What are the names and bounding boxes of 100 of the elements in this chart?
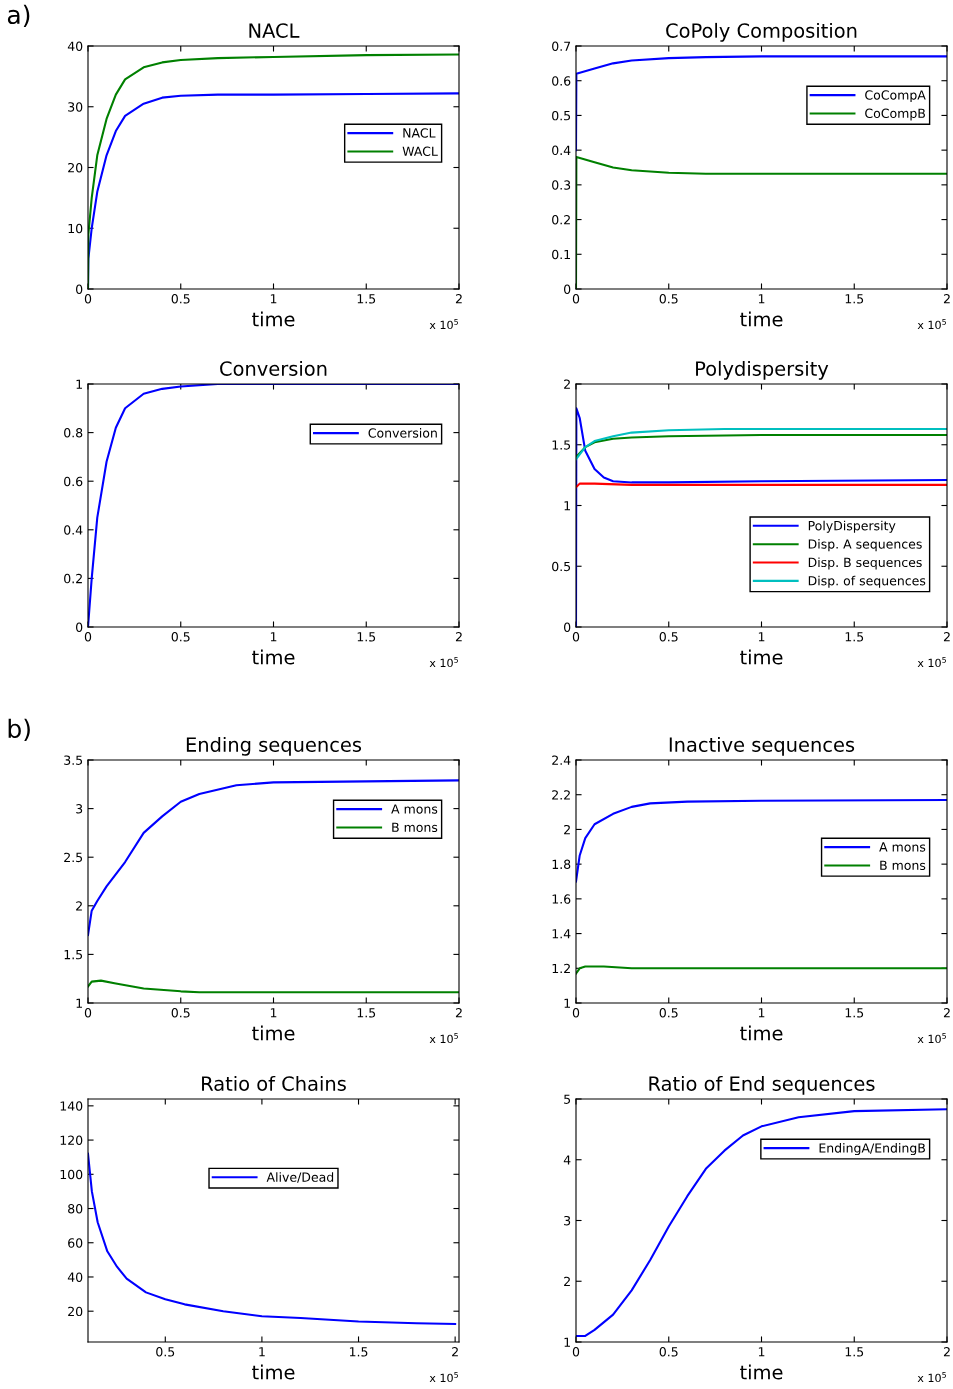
y-tick-label: 0.5 [552,561,571,572]
y-tick-label: 2 [564,379,570,389]
text: x 10$^{5}$ [429,1372,458,1383]
legend-label: EndingA/EndingB [819,1143,925,1156]
chart-title: Ratio of End sequences [649,1075,875,1095]
x-tick-label: 2 [455,294,462,304]
line-series [576,433,947,458]
text: a) [7,4,30,28]
y-tick-label: 1.5 [64,950,83,960]
x-axis-title: time [740,311,783,327]
y-tick-label: 3 [564,1215,571,1226]
y-tick-label: 120 [60,1135,83,1145]
x-tick-label: 2 [452,1347,458,1357]
y-tick-label: 40 [67,1272,83,1282]
text: b) [8,718,30,742]
chart-title: NACL [249,23,300,38]
chart-title: Ratio of Chains [202,1075,346,1091]
x-tick-label: 1 [270,294,277,304]
y-tick-label: 20 [68,1306,83,1317]
y-tick-label: 1 [76,379,82,389]
y-tick-label: 0 [564,284,571,294]
text: x 10$^{5}$ [917,1033,946,1044]
x-tick-label: 1 [758,294,765,304]
y-tick-label: 40 [67,41,83,51]
y-tick-label: 100 [60,1169,83,1180]
x-axis-title: time [740,649,783,665]
legend-label: Disp. of sequences [808,575,926,588]
x-tick-label: 0.5 [659,632,678,642]
chart-title: Inactive sequences [669,736,855,756]
x-tick-label: 0.5 [171,1008,190,1018]
legend-label: CoCompA [865,90,926,103]
y-tick-label: 2 [564,824,570,835]
chart-title: Conversion [220,360,327,376]
legend-label: WACL [402,146,438,156]
x-tick-label: 1.5 [357,294,376,304]
x-axis-title: time [740,1025,783,1041]
legend-label: B mons [392,822,438,833]
chart-title: Polydispersity [696,360,829,380]
text: x 10$^{5}$ [429,1033,458,1044]
x-tick-label: 0 [572,294,580,304]
y-tick-label: 1.4 [552,929,571,939]
x-tick-label: 0.5 [171,632,190,642]
chart-title: Ending sequences [186,736,362,756]
y-tick-label: 3.5 [64,755,83,765]
x-tick-label: 1 [259,1347,265,1357]
y-tick-label: 5 [564,1094,571,1104]
x-tick-label: 1.5 [845,632,864,642]
y-tick-label: 1 [564,501,570,511]
x-tick-label: 1.5 [845,294,864,304]
x-axis-title: time [252,649,295,665]
x-tick-label: 0 [84,632,92,642]
y-tick-label: 1 [564,998,570,1008]
y-tick-label: 1.5 [552,440,571,450]
x-tick-label: 1.5 [357,1008,376,1018]
y-tick-label: 0.1 [552,249,570,260]
y-tick-label: 140 [60,1101,83,1111]
y-tick-label: 1.8 [552,859,571,870]
x-tick-label: 0.5 [156,1347,175,1357]
legend-label: A mons [879,842,926,852]
legend-label: Alive/Dead [266,1172,334,1183]
y-tick-label: 80 [68,1203,83,1214]
y-tick-label: 2 [76,901,82,911]
y-tick-label: 2.2 [552,790,570,800]
x-tick-label: 0.5 [659,1347,678,1357]
x-tick-label: 1 [758,632,765,642]
x-tick-label: 2 [943,632,950,642]
text: x 10$^{5}$ [917,1372,946,1383]
x-axis-title: time [252,1025,295,1041]
legend-label: PolyDispersity [808,520,896,533]
y-tick-label: 3 [76,804,83,814]
x-tick-label: 2 [455,1008,462,1018]
x-tick-label: 0 [572,1347,580,1357]
x-tick-label: 0 [572,632,580,642]
x-axis-title: time [740,1364,783,1380]
x-tick-label: 2 [455,632,462,642]
y-tick-label: 0.3 [552,180,571,190]
y-tick-label: 30 [68,102,83,112]
x-axis-title: time [252,1364,295,1380]
x-tick-label: 0.5 [659,294,678,304]
y-tick-label: 0.4 [552,145,571,156]
y-tick-label: 0.2 [552,215,570,225]
x-tick-label: 1.5 [357,632,376,642]
x-tick-label: 0.5 [659,1008,678,1018]
legend-label: A mons [391,804,438,814]
y-tick-label: 60 [68,1238,83,1248]
y-tick-label: 1 [76,998,82,1008]
y-tick-label: 2.5 [64,852,83,863]
y-tick-label: 4 [563,1155,571,1165]
y-tick-label: 1.6 [552,894,571,904]
legend-label: B mons [880,860,926,870]
y-tick-label: 0 [76,622,83,632]
legend-label: Conversion [368,428,437,438]
text: x 10$^{5}$ [917,657,946,668]
text: x 10$^{5}$ [429,319,458,330]
y-tick-label: 1 [564,1337,570,1347]
y-tick-label: 0.6 [64,476,83,487]
x-tick-label: 0.5 [171,294,190,304]
x-tick-label: 1 [270,632,277,642]
y-tick-label: 0.6 [552,76,571,86]
x-tick-label: 1.5 [349,1347,368,1357]
